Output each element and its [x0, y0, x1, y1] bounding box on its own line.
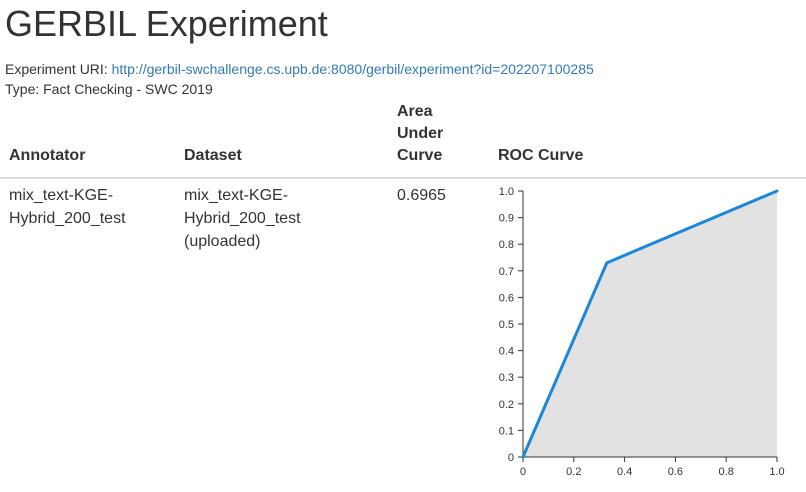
- y-tick-label: 0.8: [499, 239, 514, 251]
- y-tick-label: 1.0: [499, 186, 514, 198]
- roc-area: [523, 191, 777, 457]
- cell-auc: 0.6965: [397, 187, 446, 204]
- y-tick-label: 0: [508, 452, 514, 464]
- x-tick-label: 0.6: [668, 466, 683, 478]
- roc-chart: 0 0.1 0.2 0.3 0.4 0.5 0.6 0.7 0.8 0.9 1.0 0 0.2 0.4 0.…: [499, 186, 785, 478]
- cell-annotator: mix_text-KGE- Hybrid_200_test: [0, 178, 175, 492]
- y-tick-label: 0.4: [499, 346, 514, 358]
- header-annotator: Annotator: [0, 101, 175, 179]
- table-row: mix_text-KGE- Hybrid_200_test mix_text-K…: [0, 178, 806, 492]
- x-tick-label: 0: [520, 466, 526, 478]
- y-tick-label: 0.6: [499, 292, 514, 304]
- header-roc: ROC Curve: [489, 101, 806, 179]
- header-auc-line1: Area Under: [397, 103, 444, 142]
- dataset-line1: mix_text-KGE-: [184, 187, 289, 204]
- cell-roc: 0 0.1 0.2 0.3 0.4 0.5 0.6 0.7 0.8 0.9 1.0 0 0.2 0.4 0.…: [489, 178, 806, 492]
- cell-dataset: mix_text-KGE- Hybrid_200_test (uploaded): [175, 178, 388, 492]
- experiment-uri-link[interactable]: http://gerbil-swchallenge.cs.upb.de:8080…: [111, 61, 594, 77]
- header-auc-line2: Curve: [397, 147, 443, 164]
- y-tick-label: 0.1: [499, 425, 514, 437]
- annotator-line2: Hybrid_200_test: [9, 210, 126, 227]
- roc-line: [521, 189, 779, 459]
- y-tick-label: 0.9: [499, 213, 514, 225]
- x-tick-label: 1.0: [769, 466, 784, 478]
- experiment-uri-line: Experiment URI: http://gerbil-swchalleng…: [5, 59, 594, 79]
- results-table: Annotator Dataset Area Under Curve ROC C…: [0, 101, 806, 492]
- x-tick-label: 0.8: [719, 466, 734, 478]
- y-tick-label: 0.7: [499, 266, 514, 278]
- y-tick-label: 0.5: [499, 319, 514, 331]
- dataset-line2: Hybrid_200_test (uploaded): [184, 210, 301, 250]
- y-tick-label: 0.3: [499, 372, 514, 384]
- header-auc: Area Under Curve: [388, 101, 489, 179]
- page-title: GERBIL Experiment: [5, 3, 328, 44]
- x-tick-label: 0.2: [566, 466, 581, 478]
- x-tick-label: 0.4: [617, 466, 632, 478]
- table-header-row: Annotator Dataset Area Under Curve ROC C…: [0, 101, 806, 179]
- experiment-type: Type: Fact Checking - SWC 2019: [5, 81, 213, 97]
- annotator-line1: mix_text-KGE-: [9, 187, 114, 204]
- y-tick-label: 0.2: [499, 399, 514, 411]
- experiment-uri-label: Experiment URI:: [5, 61, 108, 77]
- header-dataset: Dataset: [175, 101, 388, 179]
